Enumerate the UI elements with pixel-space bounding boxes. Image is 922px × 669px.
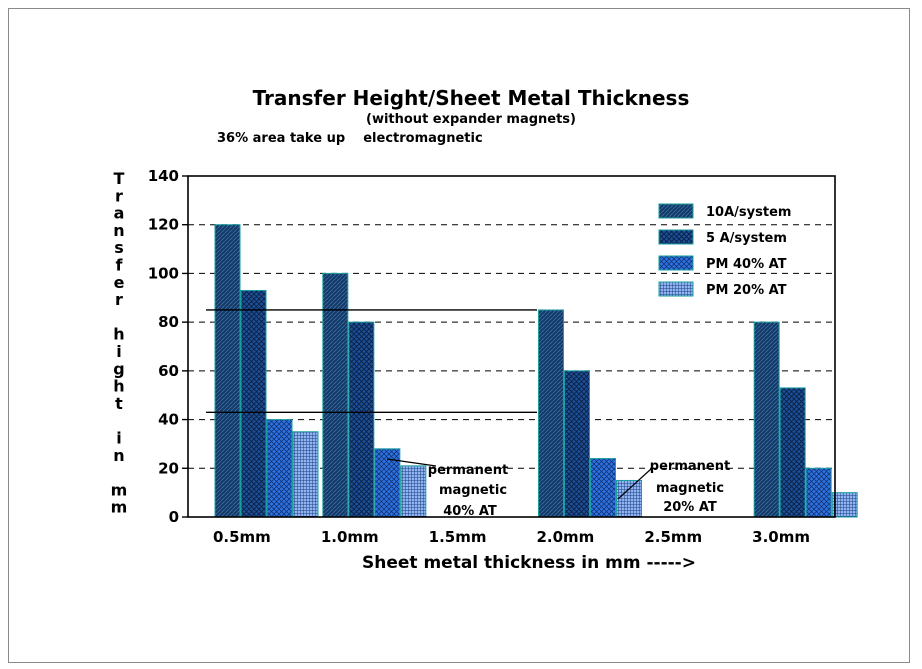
y-axis-label-char: t [115,394,123,413]
reference-lines [206,309,537,413]
annotation-text: 40% AT [443,504,497,519]
chart-svg: Transfer Height/Sheet Metal Thickness (w… [111,86,858,573]
x-tick-labels: 0.5mm 1.0mm 1.5mm 2.0mm 2.5mm 3.0mm [213,528,810,546]
y-axis-label-char: i [116,429,121,448]
annotation-text: permanent [428,463,508,478]
y-axis-label-char: r [115,186,123,205]
y-axis-label-char: n [113,221,124,240]
y-tick-labels: 0 20 40 60 80 100 120 140 [148,167,179,526]
bars-group [214,224,858,518]
y-axis-label-char: T [114,169,125,188]
legend-swatch [658,203,694,219]
y-axis-label-char: g [113,359,124,378]
legend-label: PM 40% AT [706,257,787,272]
y-axis-label-char: f [116,256,124,275]
x-tick-label: 3.0mm [752,528,810,546]
y-tick-label: 80 [158,313,179,331]
legend-label: 5 A/system [706,231,787,246]
plot-area-border [187,175,836,518]
legend: 10A/system 5 A/system PM 40% AT PM 20% AT [658,203,791,298]
y-tick-label: 60 [158,362,179,380]
annotation-text: magnetic [656,481,724,496]
y-tick-label: 100 [148,264,179,282]
legend-label: 10A/system [706,205,791,220]
y-axis-label-char: m [111,480,128,499]
bar-pm-40-at-2-0mm [590,458,616,518]
y-axis-label-char: a [114,204,125,223]
chart-frame: Transfer Height/Sheet Metal Thickness (w… [8,8,910,663]
bar-10a-system-0-5mm [214,224,241,518]
annotation-pointer [617,468,652,500]
x-tick-label: 2.0mm [536,528,594,546]
y-axis-label-char: n [113,446,124,465]
bar-10a-system-2-0mm [538,309,564,518]
chart-title: Transfer Height/Sheet Metal Thickness [253,86,690,110]
y-axis-label-char: r [115,290,123,309]
y-tick-label: 120 [148,216,179,234]
annotation-text: magnetic [439,483,507,498]
chart-subtitle: (without expander magnets) [366,112,576,127]
y-axis-label-char: e [114,273,125,292]
x-tick-label: 1.0mm [321,528,379,546]
bar-5-a-system-2-0mm [564,370,590,518]
annotations: permanent magnetic 40% AT permanent magnetic… [386,458,730,519]
legend-label: PM 20% AT [706,283,787,298]
bar-pm-40-at-3-0mm [805,467,832,518]
x-axis-label: Sheet metal thickness in mm -----> [362,553,696,573]
y-tick-label: 40 [158,411,179,429]
y-axis-label-char: i [116,342,121,361]
y-axis-label-char: s [114,238,124,257]
y-tick-label: 0 [169,508,179,526]
y-axis-label-char: h [113,377,124,396]
bar-5-a-system-1-0mm [348,321,375,518]
annotation-pointer [386,458,437,467]
legend-swatch [658,281,694,297]
y-axis-label-char: m [111,498,128,517]
bar-pm-20-at-0-5mm [292,431,319,518]
y-axis-label-char: h [113,325,124,344]
bar-5-a-system-3-0mm [779,387,806,518]
legend-swatch [658,255,694,271]
y-tick-label: 140 [148,167,179,185]
x-tick-label: 1.5mm [429,528,487,546]
axes [182,175,836,518]
bar-10a-system-3-0mm [753,321,780,518]
bar-pm-20-at-3-0mm [831,492,858,518]
chart-subtitle-area: 36% area take up electromagnetic [217,131,483,146]
x-tick-label: 0.5mm [213,528,271,546]
annotation-text: 20% AT [663,500,717,515]
bar-pm-20-at-2-0mm [616,479,642,518]
annotation-text: permanent [650,459,730,474]
bar-pm-20-at-1-0mm [400,465,427,518]
y-tick-label: 20 [158,459,179,477]
bar-5-a-system-0-5mm [240,289,267,518]
legend-swatch [658,229,694,245]
bar-pm-40-at-0-5mm [266,419,293,518]
x-tick-label: 2.5mm [644,528,702,546]
